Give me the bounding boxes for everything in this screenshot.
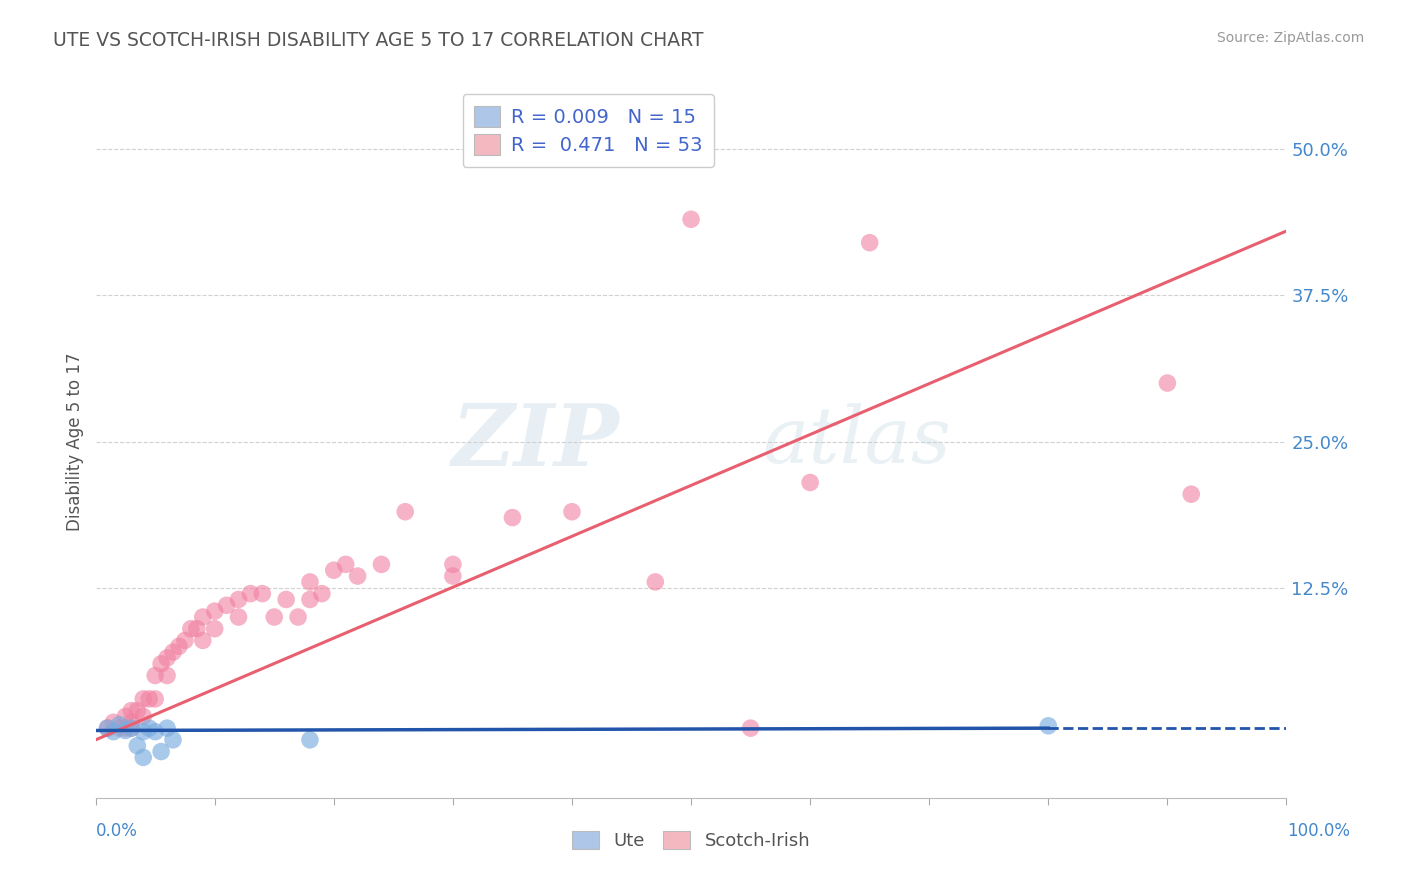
Point bbox=[335, 558, 357, 572]
Point bbox=[215, 599, 238, 613]
Point bbox=[191, 633, 214, 648]
Text: 0.0%: 0.0% bbox=[96, 822, 138, 840]
Point bbox=[108, 721, 131, 735]
Point bbox=[287, 610, 309, 624]
Point bbox=[127, 704, 149, 718]
Legend: Ute, Scotch-Irish: Ute, Scotch-Irish bbox=[565, 823, 817, 857]
Point bbox=[120, 704, 142, 718]
Point bbox=[1156, 376, 1178, 390]
Point bbox=[1180, 487, 1202, 501]
Point bbox=[561, 505, 583, 519]
Point bbox=[298, 592, 321, 607]
Point bbox=[298, 574, 321, 589]
Point bbox=[346, 569, 368, 583]
Point bbox=[108, 717, 131, 731]
Point bbox=[167, 640, 190, 654]
Point bbox=[96, 721, 118, 735]
Point bbox=[1038, 719, 1060, 733]
Point bbox=[114, 721, 136, 735]
Point bbox=[394, 505, 416, 519]
Text: 100.0%: 100.0% bbox=[1286, 822, 1350, 840]
Point bbox=[103, 724, 125, 739]
Point bbox=[143, 724, 166, 739]
Text: UTE VS SCOTCH-IRISH DISABILITY AGE 5 TO 17 CORRELATION CHART: UTE VS SCOTCH-IRISH DISABILITY AGE 5 TO … bbox=[53, 31, 704, 50]
Point bbox=[132, 724, 155, 739]
Point bbox=[120, 721, 142, 735]
Point bbox=[103, 715, 125, 730]
Point bbox=[156, 668, 179, 682]
Point bbox=[740, 721, 762, 735]
Point bbox=[114, 709, 136, 723]
Point bbox=[150, 657, 173, 671]
Point bbox=[180, 622, 202, 636]
Point bbox=[132, 692, 155, 706]
Point bbox=[120, 721, 142, 735]
Point bbox=[143, 692, 166, 706]
Point bbox=[441, 569, 464, 583]
Point bbox=[96, 721, 118, 735]
Point bbox=[298, 732, 321, 747]
Point bbox=[263, 610, 285, 624]
Point bbox=[239, 586, 262, 600]
Point bbox=[799, 475, 821, 490]
Point bbox=[228, 592, 250, 607]
Point bbox=[370, 558, 392, 572]
Point bbox=[156, 721, 179, 735]
Point bbox=[150, 745, 173, 759]
Point bbox=[120, 715, 142, 730]
Point bbox=[441, 558, 464, 572]
Point bbox=[114, 723, 136, 738]
Point bbox=[127, 739, 149, 753]
Point bbox=[501, 510, 523, 524]
Point bbox=[322, 563, 344, 577]
Point bbox=[681, 212, 703, 227]
Point bbox=[162, 732, 184, 747]
Point bbox=[186, 622, 208, 636]
Point bbox=[252, 586, 274, 600]
Point bbox=[311, 586, 333, 600]
Point bbox=[276, 592, 298, 607]
Point bbox=[162, 645, 184, 659]
Point bbox=[132, 750, 155, 764]
Point bbox=[859, 235, 882, 250]
Point bbox=[191, 610, 214, 624]
Point bbox=[143, 668, 166, 682]
Point bbox=[156, 651, 179, 665]
Text: Source: ZipAtlas.com: Source: ZipAtlas.com bbox=[1216, 31, 1364, 45]
Point bbox=[174, 633, 197, 648]
Y-axis label: Disability Age 5 to 17: Disability Age 5 to 17 bbox=[66, 352, 84, 531]
Point bbox=[228, 610, 250, 624]
Text: ZIP: ZIP bbox=[451, 400, 620, 483]
Point bbox=[644, 574, 666, 589]
Point bbox=[132, 709, 155, 723]
Point bbox=[138, 692, 160, 706]
Point bbox=[138, 721, 160, 735]
Text: atlas: atlas bbox=[762, 403, 952, 480]
Point bbox=[204, 604, 226, 618]
Point bbox=[204, 622, 226, 636]
